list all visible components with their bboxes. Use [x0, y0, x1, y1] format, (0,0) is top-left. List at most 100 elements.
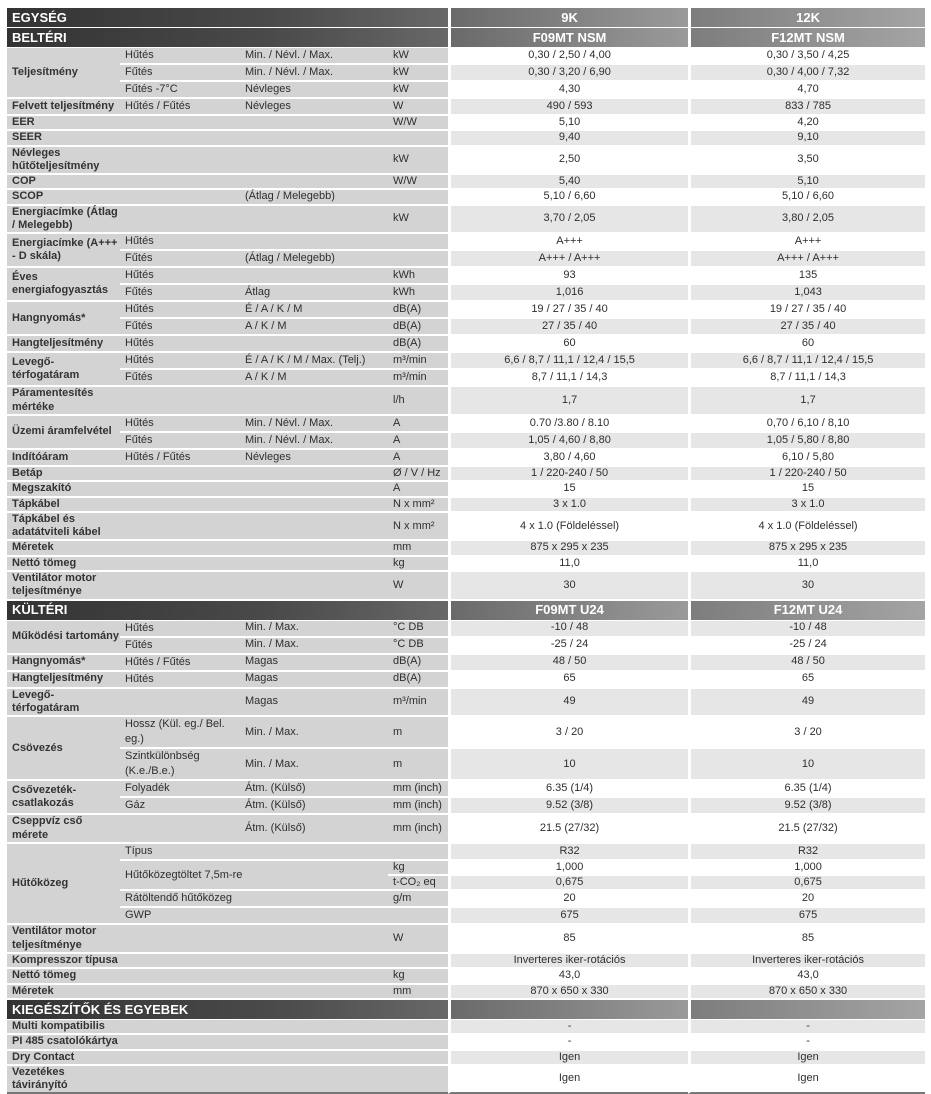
row-condition: Min. / Max. — [240, 749, 388, 782]
row-unit: m — [388, 717, 449, 750]
row-label: Üzemi áramfelvétel — [7, 415, 120, 450]
value-cell: 0,70 / 6,10 / 8,10 — [688, 415, 926, 433]
row-condition — [240, 175, 388, 191]
value-cell: 0,30 / 3,20 / 6,90 — [448, 65, 689, 82]
row-sublabel — [120, 497, 240, 513]
row-unit: A — [388, 482, 449, 498]
row-sublabel — [120, 556, 240, 573]
table-row: Rátöltendő hűtőközeg g/m 20 20 — [7, 891, 926, 909]
value-cell: 3 x 1.0 — [688, 497, 926, 513]
row-sublabel: Hűtés — [120, 353, 240, 371]
value-cell: 3 / 20 — [448, 717, 689, 750]
row-sublabel — [120, 984, 240, 1000]
value-cell: 0,675 — [448, 876, 689, 892]
value-cell: 6,6 / 8,7 / 11,1 / 12,4 / 15,5 — [688, 353, 926, 371]
row-unit: kWh — [388, 268, 449, 286]
row-sublabel — [120, 131, 240, 147]
value-cell: 15 — [688, 482, 926, 498]
capacity-9k: 9K — [448, 8, 689, 28]
row-condition — [240, 482, 388, 498]
row-unit: dB(A) — [388, 336, 449, 354]
row-unit: °C DB — [388, 620, 449, 638]
value-cell: 60 — [688, 336, 926, 354]
value-cell: 9.52 (3/8) — [448, 798, 689, 816]
value-cell: -10 / 48 — [448, 620, 689, 638]
value-cell: 1,05 / 5,80 / 8,80 — [688, 432, 926, 450]
row-sublabel: Hűtés — [120, 234, 240, 252]
table-row: Felvett teljesítmény Hűtés / Fűtés Névlege… — [7, 99, 926, 116]
unit-header-title: EGYSÉG — [7, 8, 449, 28]
row-unit: W — [388, 99, 449, 116]
row-unit: kW — [388, 205, 449, 235]
row-unit: kW — [388, 65, 449, 82]
section-title: BELTÉRI — [7, 28, 449, 48]
row-unit: kg — [388, 556, 449, 573]
row-unit: dB(A) — [388, 319, 449, 337]
row-label: Ventilátor motor teljesítménye — [7, 925, 120, 955]
row-condition — [240, 512, 388, 542]
row-sublabel: Hűtés — [120, 48, 240, 65]
value-cell: 3 x 1.0 — [448, 497, 689, 513]
value-cell: 85 — [448, 925, 689, 955]
row-sublabel: Hossz (Kül. eg./ Bel. eg.) — [120, 717, 240, 750]
row-sublabel — [120, 969, 240, 985]
value-cell: 1,7 — [448, 387, 689, 416]
value-cell: R32 — [448, 843, 689, 861]
table-row: Éves energiafogyasztás Hűtés kWh 93 135 — [7, 268, 926, 303]
row-condition: A / K / M — [240, 370, 388, 388]
table-row: Működési tartomány Hűtés Min. / Max. °C DB -… — [7, 620, 926, 655]
value-cell: 3,70 / 2,05 — [448, 205, 689, 235]
table-row: Levegő-térfogatáram Hűtés É / A / K / M / … — [7, 353, 926, 388]
row-sublabel — [120, 175, 240, 191]
value-cell: 5,10 — [688, 175, 926, 191]
row-condition: Magas — [240, 654, 388, 672]
row-label: PI 485 csatolókártya — [7, 1035, 120, 1051]
value-cell: 4,20 — [688, 116, 926, 132]
value-cell: Igen — [448, 1065, 689, 1094]
table-row: Teljesítmény Hűtés Min. / Névl. / Max. kW 0,… — [7, 48, 926, 99]
row-sublabel: Hűtés — [120, 336, 240, 354]
value-cell: -10 / 48 — [688, 620, 926, 638]
row-condition: Min. / Névl. / Max. — [240, 415, 388, 433]
row-sublabel: Hűtés — [120, 671, 240, 689]
row-sublabel — [120, 1065, 240, 1094]
row-unit: dB(A) — [388, 654, 449, 672]
table-row: Hangteljesítmény Hűtés dB(A) 60 60 — [7, 336, 926, 354]
row-label: Nettó tömeg — [7, 969, 120, 985]
row-label: Indítóáram — [7, 449, 120, 467]
table-row: Dry Contact Igen Igen — [7, 1050, 926, 1066]
row-condition — [240, 1035, 388, 1051]
model-name: F12MT NSM — [688, 28, 926, 48]
table-row: Multi kompatibilis - - — [7, 1019, 926, 1036]
row-unit — [388, 1035, 449, 1051]
model-name — [688, 999, 926, 1020]
row-label: Energiacímke (A+++ - D skála) — [7, 234, 120, 269]
table-row: Méretek mm 870 x 650 x 330 870 x 650 x 330 — [7, 984, 926, 1000]
value-cell: 0.70 /3.80 / 8.10 — [448, 415, 689, 433]
row-sublabel: Hűtés — [120, 415, 240, 433]
row-sublabel — [120, 1050, 240, 1066]
row-unit: A — [388, 449, 449, 467]
row-unit — [388, 908, 449, 926]
row-unit: A — [388, 415, 449, 433]
row-condition: Min. / Névl. / Max. — [240, 65, 388, 82]
row-unit: m — [388, 749, 449, 782]
row-label: Teljesítmény — [7, 48, 120, 99]
value-cell: 3,50 — [688, 146, 926, 176]
row-sublabel: Hűtés — [120, 620, 240, 638]
row-sublabel — [120, 1019, 240, 1036]
value-cell: 6.35 (1/4) — [448, 781, 689, 799]
table-row: Kompresszor típusa Inverteres iker-rotáci… — [7, 954, 926, 970]
table-row: Indítóáram Hűtés / Fűtés Névleges A 3,80 / 4… — [7, 449, 926, 467]
row-condition: Min. / Max. — [240, 620, 388, 638]
row-sublabel: Szintkülönbség (K.e./B.e.) — [120, 749, 240, 782]
row-label: SEER — [7, 131, 120, 147]
table-row: Üzemi áramfelvétel Hűtés Min. / Névl. / Ma… — [7, 415, 926, 450]
value-cell: 11,0 — [688, 556, 926, 573]
row-condition: Névleges — [240, 99, 388, 116]
table-row: Energiacímke (A+++ - D skála) Hűtés A+++ A+… — [7, 234, 926, 269]
value-cell: 43,0 — [448, 969, 689, 985]
row-unit: m³/min — [388, 688, 449, 718]
value-cell: 675 — [448, 908, 689, 926]
row-sublabel — [120, 190, 240, 206]
